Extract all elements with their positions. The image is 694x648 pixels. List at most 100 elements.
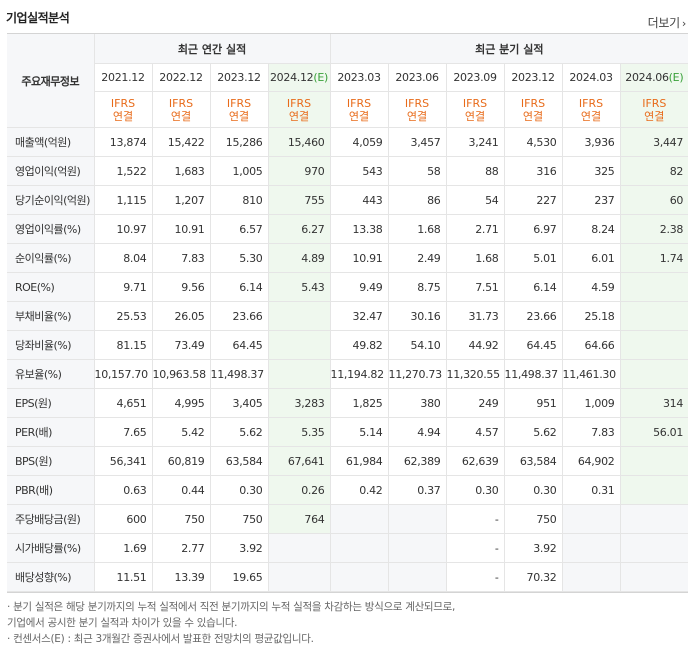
period-3: 2024.12(E)	[267, 63, 331, 92]
table-row: 시가배당률(%) 1.69 2.77 3.92-3.92	[7, 533, 689, 563]
footnote-1: · 분기 실적은 해당 분기까지의 누적 실적에서 직전 분기까지의 누적 실적…	[7, 601, 456, 613]
table-cell	[561, 504, 621, 534]
row-label: 영업이익률(%)	[7, 214, 95, 244]
period-label: 2023.12	[217, 71, 261, 84]
table-cell: 11,270.73	[387, 359, 447, 389]
ifrs-label: IFRS	[286, 96, 312, 110]
table-cell: 26.05	[151, 301, 211, 331]
table-cell: 0.30	[209, 475, 269, 505]
table-cell: 73.49	[151, 330, 211, 360]
table-cell	[387, 504, 447, 534]
row-label: 순이익률(%)	[7, 243, 95, 273]
consolidated-label: 연결	[228, 109, 250, 123]
table-cell: 70.32	[503, 562, 563, 592]
table-row: BPS(원) 56,341 60,819 63,584 67,641 61,984 62,3…	[7, 446, 689, 476]
table-cell: 6.14	[503, 272, 563, 302]
ifrs-8: IFRS 연결	[561, 91, 621, 128]
ifrs-3: IFRS 연결	[267, 91, 331, 128]
table-cell	[267, 533, 331, 563]
table-cell: -	[445, 562, 505, 592]
ifrs-row: IFRS 연결 IFRS 연결 IFRS 연결 IFRS 연결 IFRS 연결 IFRS 연결 IFRS…	[7, 91, 689, 128]
table-cell: -	[445, 504, 505, 534]
table-cell: 64.45	[503, 330, 563, 360]
table-cell: 3,447	[619, 127, 689, 157]
period-label: 2023.12	[511, 71, 555, 84]
table-cell: 67,641	[267, 446, 331, 476]
ifrs-0: IFRS 연결	[94, 91, 153, 128]
table-cell: 86	[387, 185, 447, 215]
table-cell	[619, 533, 689, 563]
table-cell: 10.97	[93, 214, 153, 244]
table-cell: 237	[561, 185, 621, 215]
consolidated-label: 연결	[464, 109, 486, 123]
footnote-2: 기업에서 공시한 분기 실적과 차이가 있을 수 있습니다.	[7, 617, 238, 629]
table-cell: 88	[445, 156, 505, 186]
table-cell: 54.10	[387, 330, 447, 360]
chevron-right-icon: ›	[681, 17, 686, 30]
table-row: 순이익률(%) 8.04 7.83 5.30 4.89 10.91 2.49 1.68 5.01…	[7, 243, 689, 273]
table-cell: 1,115	[93, 185, 153, 215]
period-1: 2022.12	[151, 63, 211, 92]
table-cell: 3,283	[267, 388, 331, 418]
ifrs-7: IFRS 연결	[503, 91, 563, 128]
row-label: 배당성향(%)	[7, 562, 95, 592]
table-row: 부채비율(%) 25.53 26.05 23.66 32.47 30.16 31.73 23.…	[7, 301, 689, 331]
table-cell: 7.83	[151, 243, 211, 273]
row-label: 영업이익(억원)	[7, 156, 95, 186]
row-label: 매출액(억원)	[7, 127, 95, 157]
table-cell: 15,286	[209, 127, 269, 157]
consolidated-label: 연결	[522, 109, 544, 123]
ifrs-label: IFRS	[226, 96, 252, 110]
table-cell	[387, 562, 447, 592]
table-cell	[267, 330, 331, 360]
table-cell: 23.66	[209, 301, 269, 331]
table-cell: 7.51	[445, 272, 505, 302]
table-cell: 750	[209, 504, 269, 534]
table-cell: 7.83	[561, 417, 621, 447]
table-cell: 31.73	[445, 301, 505, 331]
period-5: 2023.06	[387, 63, 447, 92]
table-cell: 0.30	[503, 475, 563, 505]
table-cell: 15,460	[267, 127, 331, 157]
table-cell: 0.63	[93, 475, 153, 505]
period-4: 2023.03	[329, 63, 389, 92]
table-cell: 3.92	[209, 533, 269, 563]
table-cell	[329, 562, 389, 592]
table-cell: 750	[503, 504, 563, 534]
table-cell: 0.30	[445, 475, 505, 505]
more-link[interactable]: 더보기 ›	[648, 14, 687, 31]
ifrs-6: IFRS 연결	[445, 91, 505, 128]
table-cell: 316	[503, 156, 563, 186]
ifrs-5: IFRS 연결	[387, 91, 447, 128]
table-cell: 3,405	[209, 388, 269, 418]
table-cell	[329, 533, 389, 563]
row-label: ROE(%)	[7, 272, 95, 302]
table-cell: 5.01	[503, 243, 563, 273]
table-cell: 32.47	[329, 301, 389, 331]
consolidated-label: 연결	[348, 109, 370, 123]
period-row: 2021.12 2022.12 2023.12 2024.12(E) 2023.03 20…	[7, 63, 689, 92]
table-cell: 1.74	[619, 243, 689, 273]
table-cell: 1.68	[387, 214, 447, 244]
table-cell: 8.24	[561, 214, 621, 244]
table-cell: 63,584	[503, 446, 563, 476]
table-cell: 755	[267, 185, 331, 215]
period-label: 2021.12	[101, 71, 145, 84]
table-cell: 325	[561, 156, 621, 186]
table-cell: 82	[619, 156, 689, 186]
table-row: EPS(원) 4,651 4,995 3,405 3,283 1,825 380 249 951…	[7, 388, 689, 418]
section-title: 기업실적분석	[6, 11, 70, 25]
table-cell: 11,498.37	[503, 359, 563, 389]
table-cell: 4.94	[387, 417, 447, 447]
table-cell: 10,157.70	[93, 359, 153, 389]
table-cell: 60,819	[151, 446, 211, 476]
footnotes: · 분기 실적은 해당 분기까지의 누적 실적에서 직전 분기까지의 누적 실적…	[7, 599, 455, 647]
ifrs-label: IFRS	[642, 96, 667, 110]
table-cell: 249	[445, 388, 505, 418]
table-cell: 2.38	[619, 214, 689, 244]
table-cell: 56,341	[93, 446, 153, 476]
table-cell	[267, 359, 331, 389]
table-cell: 970	[267, 156, 331, 186]
table-row: PER(배) 7.65 5.42 5.62 5.35 5.14 4.94 4.57 5.62 7.…	[7, 417, 689, 447]
table-cell	[619, 301, 689, 331]
